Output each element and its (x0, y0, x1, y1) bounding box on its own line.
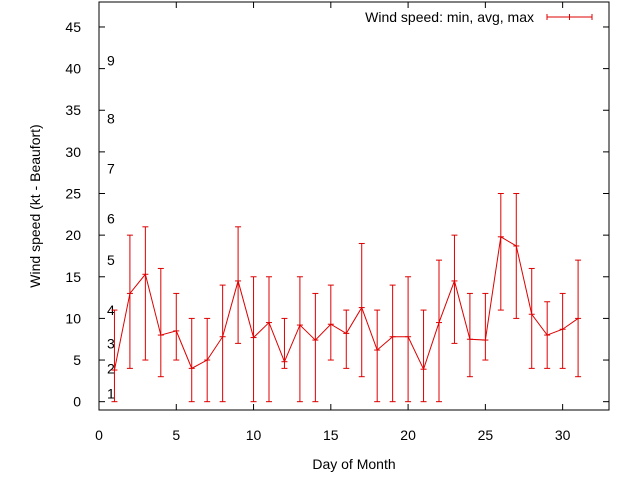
y-tick-label: 0 (73, 394, 81, 410)
x-tick-label: 5 (172, 427, 180, 443)
y-tick-label: 35 (65, 102, 81, 118)
legend-sample (546, 14, 593, 20)
x-tick-label: 20 (400, 427, 416, 443)
beaufort-scale-labels: 1 2 3 4 5 6 7 8 9 (107, 52, 115, 401)
y-tick-label: 5 (73, 352, 81, 368)
beaufort-label: 1 (107, 385, 115, 401)
x-axis-label: Day of Month (312, 456, 395, 472)
x-tick-label: 0 (95, 427, 103, 443)
y-tick-label: 45 (65, 19, 81, 35)
legend-label: Wind speed: min, avg, max (365, 9, 534, 25)
x-tick-label: 30 (555, 427, 571, 443)
beaufort-label: 8 (107, 111, 115, 127)
plot-frame (98, 1, 610, 411)
x-tick-label: 25 (478, 427, 494, 443)
error-bars (111, 193, 582, 403)
y-axis-label: Wind speed (kt - Beaufort) (27, 124, 43, 287)
y-tick-label: 20 (65, 227, 81, 243)
legend: Wind speed: min, avg, max (365, 9, 593, 25)
y-tick-label: 25 (65, 186, 81, 202)
series-line-avg (113, 235, 579, 371)
beaufort-label: 2 (107, 360, 115, 376)
beaufort-label: 6 (107, 210, 115, 226)
beaufort-label: 5 (107, 252, 115, 268)
x-tick-label: 15 (323, 427, 339, 443)
beaufort-label: 3 (107, 335, 115, 351)
y-tick-label: 40 (65, 61, 81, 77)
y-tick-label: 15 (65, 269, 81, 285)
beaufort-label: 4 (107, 302, 115, 318)
y-tick-label: 30 (65, 144, 81, 160)
y-tick-label: 10 (65, 310, 81, 326)
x-axis-ticks: 0 5 10 15 20 25 30 (95, 2, 571, 443)
beaufort-label: 7 (107, 161, 115, 177)
beaufort-label: 9 (107, 52, 115, 68)
x-tick-label: 10 (246, 427, 262, 443)
